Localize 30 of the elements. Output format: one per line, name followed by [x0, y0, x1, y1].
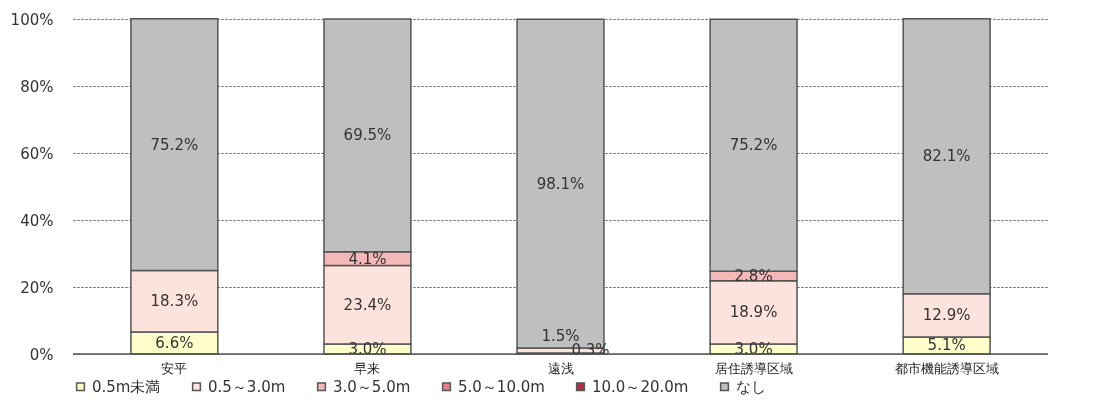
data-label: 5.1%	[927, 336, 966, 355]
data-label: 98.1%	[536, 174, 585, 193]
data-label: 2.8%	[734, 266, 773, 285]
data-label: 18.3%	[150, 292, 199, 311]
data-label: 4.1%	[348, 249, 387, 268]
data-label: 82.1%	[922, 147, 971, 166]
data-label: 69.5%	[343, 126, 392, 145]
data-label: 75.2%	[729, 136, 778, 155]
legend-label: なし	[736, 377, 766, 396]
legend-label: 0.5～3.0m	[208, 377, 286, 396]
x-tick-label: 居住誘導区域	[714, 360, 793, 376]
legend-label: 0.5m未満	[92, 377, 161, 396]
y-tick-label: 60%	[20, 144, 54, 163]
data-label: 75.2%	[150, 135, 199, 154]
y-tick-label: 100%	[10, 10, 54, 29]
data-label: 12.9%	[922, 306, 971, 325]
data-label: 6.6%	[155, 333, 194, 352]
x-tick-label: 遠浅	[547, 360, 574, 376]
legend-label: 3.0～5.0m	[333, 377, 411, 396]
y-tick-label: 40%	[20, 211, 54, 230]
y-tick-label: 80%	[20, 77, 54, 96]
y-tick-label: 0%	[29, 345, 54, 364]
x-tick-label: 都市機能誘導区域	[894, 360, 999, 376]
data-label: 18.9%	[729, 303, 778, 322]
x-tick-label: 早来	[354, 360, 381, 376]
legend-label: 5.0～10.0m	[458, 377, 545, 396]
legend-label: 10.0～20.0m	[592, 377, 689, 396]
data-label: 23.4%	[343, 295, 392, 314]
x-tick-label: 安平	[161, 360, 188, 376]
y-tick-label: 20%	[20, 278, 54, 297]
